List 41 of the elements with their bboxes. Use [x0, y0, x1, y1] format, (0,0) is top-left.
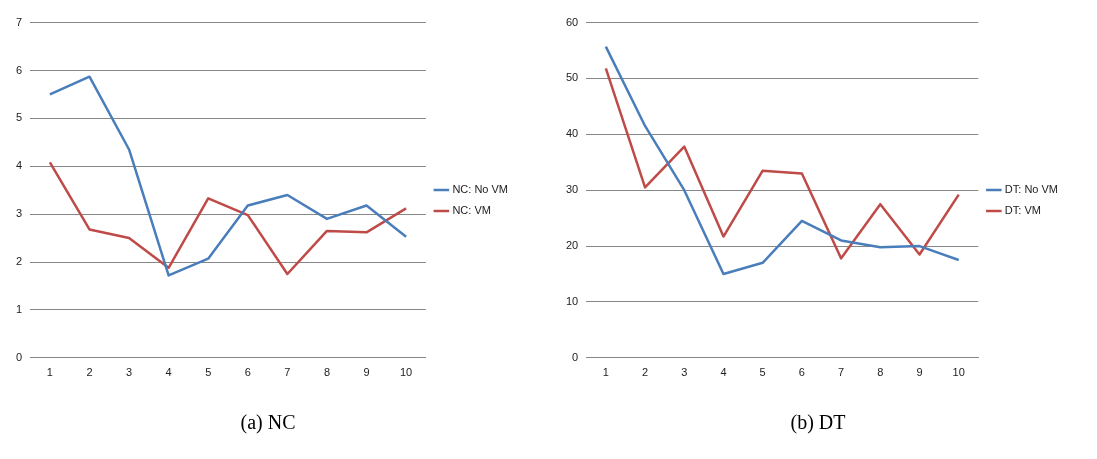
x-tick-label: 5 — [759, 366, 766, 379]
legend-label: NC: VM — [452, 204, 491, 217]
x-tick-label: 7 — [284, 366, 291, 379]
x-tick-label: 6 — [244, 366, 251, 379]
x-tick-label: 9 — [363, 366, 370, 379]
x-tick-label: 7 — [838, 366, 845, 379]
legend-label: DT: VM — [1004, 204, 1041, 217]
x-tick-label: 6 — [798, 366, 805, 379]
x-tick-label: 2 — [641, 366, 649, 379]
y-tick-label: 3 — [15, 207, 23, 220]
x-tick-label: 4 — [720, 366, 727, 379]
y-tick-label: 40 — [565, 127, 579, 140]
x-tick-label: 3 — [126, 366, 133, 379]
y-tick-label: 50 — [565, 71, 579, 84]
y-tick-label: 4 — [15, 159, 23, 172]
x-tick-label: 10 — [399, 366, 413, 379]
x-tick-label: 5 — [205, 366, 212, 379]
x-tick-label: 8 — [323, 366, 330, 379]
y-tick-label: 2 — [15, 255, 23, 268]
y-tick-label: 10 — [565, 294, 579, 307]
x-tick-label: 10 — [952, 366, 965, 379]
x-tick-label: 1 — [46, 366, 53, 379]
legend-label: DT: No VM — [1004, 183, 1059, 196]
y-tick-label: 60 — [565, 15, 579, 28]
y-tick-label: 6 — [15, 63, 23, 76]
y-tick-label: 5 — [15, 111, 23, 124]
x-tick-label: 4 — [165, 366, 172, 379]
text: (b) DT — [789, 411, 847, 434]
x-tick-label: 2 — [86, 366, 93, 379]
y-tick-label: 7 — [15, 15, 23, 28]
legend-label: NC: No VM — [452, 183, 509, 196]
x-tick-label: 1 — [602, 366, 609, 379]
x-tick-label: 3 — [681, 366, 688, 379]
x-tick-label: 8 — [877, 366, 884, 379]
y-tick-label: 20 — [565, 239, 579, 252]
x-tick-label: 9 — [916, 366, 923, 379]
y-tick-label: 1 — [15, 302, 23, 315]
y-tick-label: 0 — [15, 350, 23, 363]
text: (a) NC — [239, 411, 297, 434]
y-tick-label: 30 — [565, 183, 579, 196]
y-tick-label: 0 — [572, 350, 579, 363]
